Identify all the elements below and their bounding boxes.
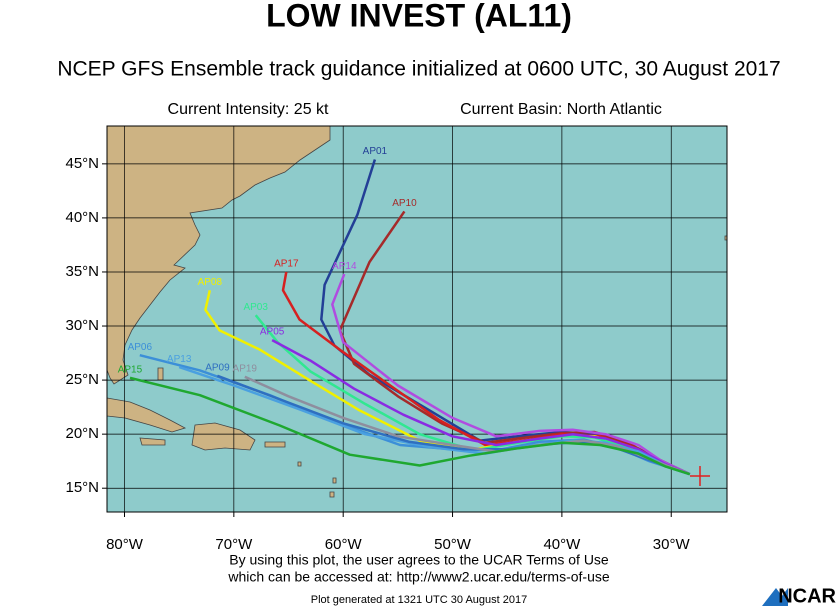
track-label: AP19 (233, 363, 258, 374)
y-tick-label: 20°N (65, 425, 99, 442)
track-label: AP05 (260, 327, 285, 338)
track-label: AP14 (332, 261, 357, 272)
y-tick-label: 45°N (65, 155, 99, 172)
land (107, 126, 727, 498)
x-tick-label: 40°W (543, 536, 581, 553)
track-label: AP15 (118, 365, 143, 376)
intensity: Current Intensity: 25 kt (168, 101, 330, 118)
y-tick-label: 25°N (65, 371, 99, 388)
basin: Current Basin: North Atlantic (460, 101, 662, 118)
x-tick-label: 60°W (325, 536, 363, 553)
track-label: AP13 (167, 354, 192, 365)
y-tick-label: 30°N (65, 317, 99, 334)
x-tick-label: 30°W (653, 536, 691, 553)
track-label: AP03 (243, 302, 268, 313)
track-label: AP09 (205, 362, 230, 373)
track (129, 376, 691, 476)
notice: By using this plot, the user agrees to t… (229, 552, 609, 568)
track-label: AP17 (274, 259, 299, 270)
generated: Plot generated at 1321 UTC 30 August 201… (311, 594, 528, 606)
tracks: AP01 AP10 AP17 AP14 AP08 AP03 AP05 AP06 AP13 AP09… (107, 126, 727, 512)
track-label: AP01 (363, 146, 388, 157)
x-tick-label: 70°W (215, 536, 253, 553)
y-tick-label: 15°N (65, 479, 99, 496)
x-tick-label: 50°W (434, 536, 472, 553)
notice: which can be accessed at: http://www2.uc… (227, 569, 610, 585)
chart-subtitle: NCEP GFS Ensemble track guidance initial… (57, 58, 780, 81)
chart-title: LOW INVEST (AL11) (266, 0, 572, 33)
track (331, 273, 691, 476)
track-label: AP06 (128, 342, 153, 353)
track (271, 338, 691, 476)
y-tick-label: 40°N (65, 209, 99, 226)
track-label: AP08 (198, 277, 223, 288)
logo-mark (762, 588, 788, 606)
plot-frame (106, 125, 728, 513)
logo: NCAR (778, 585, 836, 607)
x-tick-label: 80°W (106, 536, 144, 553)
y-tick-label: 35°N (65, 263, 99, 280)
track-label: AP10 (392, 198, 417, 209)
